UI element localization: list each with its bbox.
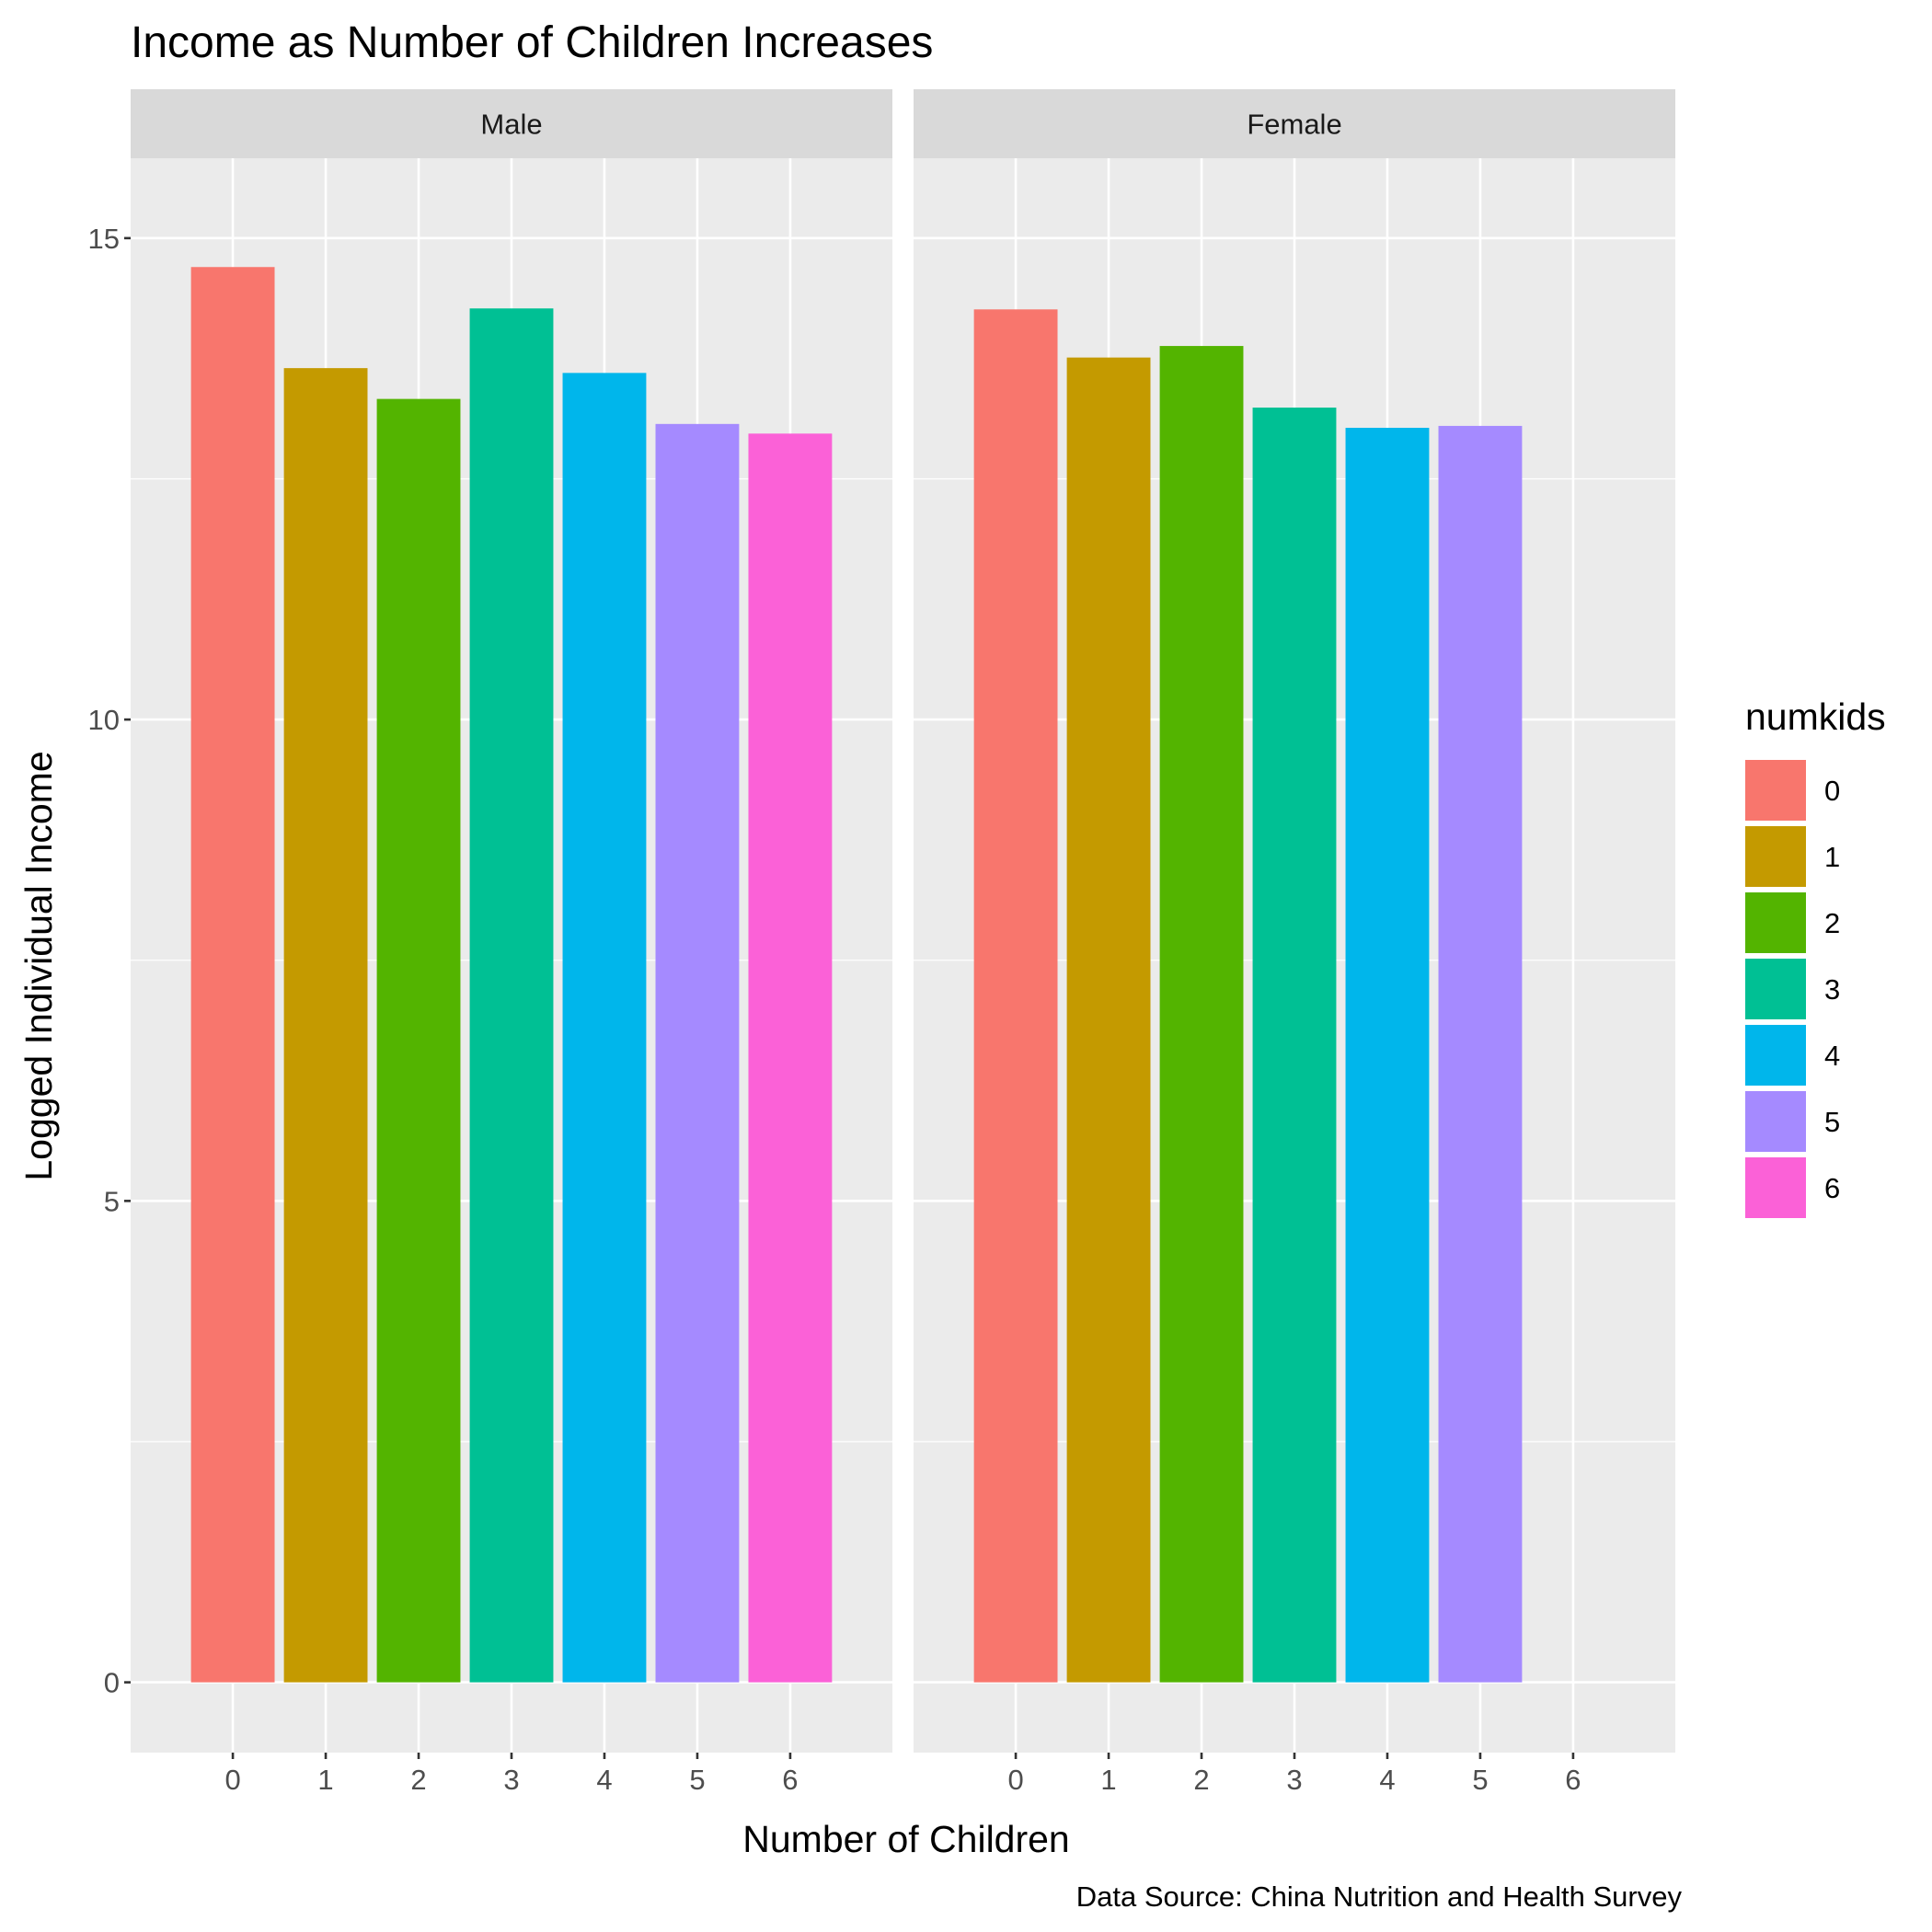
y-axis: 0 5 10 15: [88, 223, 131, 1699]
legend-label-1: 1: [1824, 841, 1840, 873]
bar-male-3: [469, 308, 554, 1683]
panel-male: Male 0 1 2 3 4 5 6: [131, 89, 892, 1796]
legend-label-2: 2: [1824, 907, 1840, 939]
bar-female-5: [1438, 425, 1523, 1683]
bar-female-3: [1252, 408, 1337, 1683]
x-tick-label: 3: [503, 1764, 519, 1796]
legend: numkids 0 1 2 3 4 5 6: [1745, 696, 1886, 1218]
strip-male: [131, 89, 892, 158]
facet-panels: Male 0 1 2 3 4 5 6 Female 0 1 2 3 4 5 6: [131, 89, 1675, 1796]
bar-male-1: [283, 368, 368, 1683]
y-tick-label: 0: [104, 1667, 120, 1699]
y-tick-label: 5: [104, 1185, 120, 1217]
x-tick-label: 1: [1100, 1764, 1116, 1796]
strip-label-female: Female: [1247, 109, 1341, 141]
x-tick-label: 1: [317, 1764, 333, 1796]
strip-label-male: Male: [480, 109, 542, 141]
x-tick-label: 5: [689, 1764, 705, 1796]
x-tick-label: 4: [596, 1764, 612, 1796]
bar-male-6: [748, 433, 833, 1683]
x-tick-label: 3: [1286, 1764, 1302, 1796]
chart-title: Income as Number of Children Increases: [131, 18, 933, 67]
legend-label-5: 5: [1824, 1106, 1840, 1138]
x-tick-label: 2: [410, 1764, 426, 1796]
bar-female-4: [1345, 428, 1430, 1683]
y-axis-title: Logged Individual Income: [17, 751, 60, 1180]
legend-label-6: 6: [1824, 1172, 1840, 1204]
strip-female: [914, 89, 1675, 158]
y-tick-label: 10: [88, 704, 120, 736]
x-tick-label: 6: [1565, 1764, 1581, 1796]
legend-key-1: [1745, 826, 1806, 887]
legend-label-3: 3: [1824, 973, 1840, 1006]
legend-label-0: 0: [1824, 775, 1840, 807]
x-tick-label: 2: [1193, 1764, 1209, 1796]
legend-key-4: [1745, 1025, 1806, 1086]
x-tick-label: 0: [1007, 1764, 1023, 1796]
legend-key-5: [1745, 1091, 1806, 1152]
y-tick-label: 15: [88, 223, 120, 255]
bar-female-0: [973, 309, 1058, 1683]
caption: Data Source: China Nutrition and Health …: [1076, 1880, 1683, 1913]
legend-label-4: 4: [1824, 1040, 1840, 1072]
legend-key-2: [1745, 892, 1806, 953]
legend-key-3: [1745, 959, 1806, 1019]
x-tick-label: 6: [782, 1764, 798, 1796]
bar-female-2: [1159, 346, 1244, 1683]
legend-key-6: [1745, 1157, 1806, 1218]
x-tick-label: 0: [224, 1764, 240, 1796]
x-tick-label: 5: [1472, 1764, 1488, 1796]
x-axis-title: Number of Children: [742, 1818, 1070, 1860]
legend-key-0: [1745, 760, 1806, 821]
legend-title: numkids: [1745, 696, 1886, 738]
x-tick-label: 4: [1379, 1764, 1395, 1796]
bar-male-5: [655, 423, 740, 1683]
bar-female-1: [1066, 357, 1151, 1683]
bar-male-4: [562, 373, 647, 1683]
bar-male-0: [190, 267, 275, 1683]
bar-male-2: [376, 398, 461, 1683]
panel-female: Female 0 1 2 3 4 5 6: [914, 89, 1675, 1796]
